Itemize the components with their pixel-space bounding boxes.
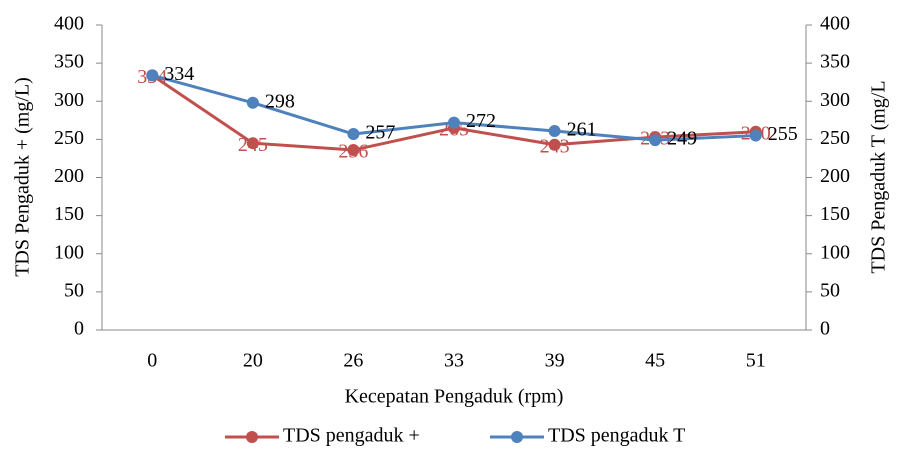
data-label: 261 [567,119,597,141]
y-tick-label: 50 [64,279,84,301]
data-label: 255 [768,123,798,145]
y2-tick-label: 250 [820,127,850,149]
y2-axis-label: TDS Pengaduk T (mg/L [868,80,890,273]
data-label: 236 [338,141,368,163]
point [649,134,662,147]
y2-tick-label: 300 [820,89,850,111]
y2-tick-label: 150 [820,203,850,225]
point [548,138,561,151]
point [448,116,460,129]
y2-tick-label: 200 [820,165,850,187]
data-label: 245 [238,134,268,156]
point [246,96,259,109]
x-tick-label: 33 [444,350,464,372]
y-tick-label: 400 [54,13,84,35]
y-tick-label: 250 [54,127,84,149]
data-label: 272 [466,110,496,132]
point [146,69,159,82]
data-label: 334 [164,63,194,85]
data-label: 249 [667,128,697,150]
y-tick-label: 200 [54,165,84,187]
x-axis-label: Kecepatan Pengaduk (rpm) [345,386,564,408]
legend-label: TDS pengaduk T [548,425,685,447]
point [749,129,762,142]
x-tick-label: 20 [243,350,263,372]
y2-tick-label: 0 [820,318,830,340]
x-tick-label: 45 [645,350,665,372]
y2-tick-label: 400 [820,13,850,35]
point [347,128,360,141]
point [246,137,259,150]
data-label: 257 [365,122,395,144]
data-label: 298 [265,90,295,112]
x-tick-label: 39 [545,350,565,372]
y-tick-label: 150 [54,203,84,225]
point [548,124,561,137]
y2-tick-label: 50 [820,279,840,301]
y2-tick-label: 350 [820,51,850,73]
x-tick-label: 0 [147,350,157,372]
x-tick-label: 26 [343,350,363,372]
y-axis-label: TDS Pengaduk + (mg/L) [12,77,34,277]
legend-marker [511,431,523,443]
point [347,144,360,157]
legend-label: TDS pengaduk + [283,425,420,447]
x-tick-label: 51 [746,350,766,372]
legend-marker [246,431,258,443]
y2-tick-label: 100 [820,241,850,263]
y-tick-label: 300 [54,89,84,111]
y-tick-label: 0 [74,318,84,340]
data-label: 243 [540,135,570,157]
y-tick-label: 100 [54,241,84,263]
y-tick-label: 350 [54,51,84,73]
